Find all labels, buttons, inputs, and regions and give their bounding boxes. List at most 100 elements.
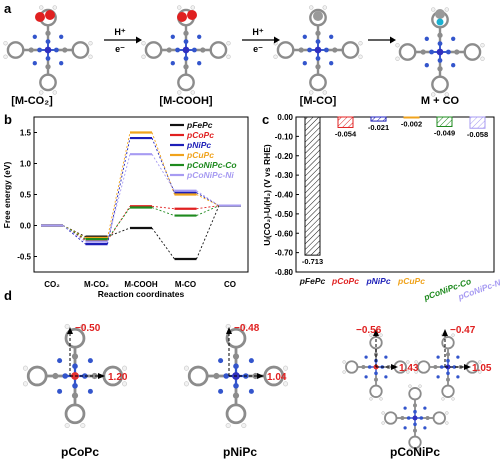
chart-c-bar-value-1: -0.054 bbox=[335, 129, 357, 138]
chart-c-category-1: pCoPc bbox=[331, 276, 359, 286]
chart-b-ytick-label-2: 0.5 bbox=[20, 191, 32, 200]
charge-annotation-nipc-vertical: −0.48 bbox=[234, 323, 260, 334]
chart-b-connector-0-3 bbox=[196, 205, 220, 260]
step-1-electron: e⁻ bbox=[115, 44, 125, 54]
chart-c-bar-value-4: -0.049 bbox=[434, 128, 455, 137]
charge-annotation-copc-horizontal: 1.20 bbox=[108, 372, 128, 383]
chart-b-category-0: CO₂ bbox=[44, 280, 60, 289]
chart-c-ytick-label-1: -0.70 bbox=[275, 249, 294, 258]
chart-b-connector-4-2 bbox=[151, 207, 175, 217]
chart-c-bar-2 bbox=[370, 116, 387, 122]
adsorbate-o-2 bbox=[45, 10, 55, 20]
chart-b-series-0 bbox=[41, 204, 241, 261]
chart-b-connector-1-1 bbox=[107, 206, 131, 241]
step-1-proton: H⁺ bbox=[114, 27, 125, 37]
chart-c-bar-value-5: -0.058 bbox=[467, 130, 488, 139]
step-arrow-1: H⁺ e⁻ bbox=[104, 27, 142, 54]
chart-b-connector-5-0 bbox=[62, 225, 86, 242]
structure-pconipc-link bbox=[381, 384, 449, 452]
charge-annotation-copc-vertical: −0.50 bbox=[75, 323, 101, 334]
charge-annotation-coni-ni-vertical: −0.47 bbox=[450, 325, 476, 336]
charge-annotation-nipc-horizontal: 1.04 bbox=[267, 372, 287, 383]
mechanism-structures bbox=[3, 5, 485, 97]
chart-b-legend-label-2: pNiPc bbox=[186, 140, 211, 150]
released-co bbox=[435, 9, 445, 19]
structure-a-4 bbox=[395, 7, 485, 97]
chart-b-connector-1-2 bbox=[151, 205, 175, 210]
structure-pconipc-ni bbox=[414, 333, 482, 401]
chart-b-ytick-label-4: 1.5 bbox=[20, 129, 32, 138]
charge-annotation-coni-co-horizontal: 1.43 bbox=[399, 363, 419, 374]
chart-b-legend-label-0: pFePc bbox=[186, 120, 213, 130]
chart-c-ytick-label-7: -0.10 bbox=[275, 132, 294, 141]
chart-b-category-2: M-COOH bbox=[124, 280, 158, 289]
panel-label-c: c bbox=[262, 112, 269, 127]
chart-b-category-3: M-CO bbox=[175, 280, 196, 289]
chart-b-x-axis-title: Reaction coordinates bbox=[98, 289, 185, 299]
step-arrow-2: H⁺ e⁻ bbox=[242, 27, 280, 54]
structure-a-3 bbox=[273, 5, 363, 95]
chart-b-connector-5-1 bbox=[107, 154, 131, 242]
chart-b-ytick-label-0: -0.5 bbox=[17, 253, 31, 262]
chart-c-bar-value-3: -0.002 bbox=[401, 119, 422, 128]
chart-b-legend-label-5: pCoNiPc-Ni bbox=[186, 170, 234, 180]
state-label-mco2: [M-CO₂] bbox=[11, 95, 53, 107]
caption-pcopc: pCoPc bbox=[61, 445, 99, 459]
step-2-proton: H⁺ bbox=[252, 27, 263, 37]
chart-c-category-2: pNiPc bbox=[365, 276, 390, 286]
chart-c-category-0: pFePc bbox=[299, 276, 326, 286]
annotation-group-coni: −0.56 1.43 −0.47 1.05 bbox=[356, 325, 492, 374]
chart-b-connector-5-2 bbox=[151, 153, 175, 192]
annotation-group-nipc: −0.48 1.04 bbox=[226, 323, 287, 383]
chart-c-bar-3 bbox=[403, 116, 420, 119]
adsorbate-o-1 bbox=[35, 12, 45, 22]
panel-label-b: b bbox=[4, 112, 12, 127]
chart-b-legend-label-4: pCoNiPc-Co bbox=[186, 160, 237, 170]
chart-b-connector-3-0 bbox=[62, 225, 86, 239]
chart-c-category-3: pCuPc bbox=[397, 276, 425, 286]
chart-b-category-1: M-CO₂ bbox=[84, 280, 109, 289]
free-energy-chart: -0.5 0.0 0.5 1.0 1.5 CO₂ M-CO₂ M-COOH M-CO CO pF… bbox=[2, 116, 249, 299]
chart-c-bar-value-2: -0.021 bbox=[368, 123, 389, 132]
chart-b-connector-3-2 bbox=[151, 132, 175, 195]
chart-b-connector-0-2 bbox=[151, 227, 175, 260]
chart-c-y-ticks: -0.80 -0.70 -0.60 -0.50 -0.40 -0.30 -0.20 -0.10… bbox=[275, 113, 299, 277]
chart-b-frame bbox=[33, 116, 249, 273]
chart-c-ytick-label-8: 0.00 bbox=[277, 113, 293, 122]
chart-b-connector-0-1 bbox=[107, 227, 131, 238]
chart-b-series-4 bbox=[41, 204, 241, 241]
chart-b-connector-3-3 bbox=[196, 194, 220, 207]
chart-b-connector-5-3 bbox=[196, 190, 220, 207]
chart-b-category-4: CO bbox=[224, 280, 236, 289]
limiting-potential-chart: -0.80 -0.70 -0.60 -0.50 -0.40 -0.30 -0.20 -0.10… bbox=[262, 113, 500, 303]
state-label-m-co: M + CO bbox=[421, 95, 460, 107]
panel-label-a: a bbox=[4, 1, 12, 16]
state-label-mco: [M-CO] bbox=[300, 95, 337, 107]
annotation-group-copc: −0.50 1.20 bbox=[67, 323, 128, 383]
chart-c-ytick-label-2: -0.60 bbox=[275, 229, 294, 238]
step-arrow-3 bbox=[368, 36, 396, 44]
chart-c-ytick-label-0: -0.80 bbox=[275, 268, 294, 277]
chart-c-ytick-label-4: -0.40 bbox=[275, 191, 294, 200]
charge-annotation-coni-co-vertical: −0.56 bbox=[356, 325, 382, 336]
chart-c-ytick-label-3: -0.50 bbox=[275, 210, 294, 219]
state-label-mcooh: [M-COOH] bbox=[159, 95, 212, 107]
charge-annotation-coni-ni-horizontal: 1.05 bbox=[472, 363, 492, 374]
chart-b-y-axis-title: Free energy (eV) bbox=[2, 162, 12, 229]
chart-c-bars: -0.713 -0.054 -0.021 -0.002 -0.049 -0.058 bbox=[302, 116, 488, 266]
chart-b-connector-4-1 bbox=[107, 207, 131, 240]
chart-b-connector-0-0 bbox=[62, 225, 86, 238]
chart-c-y-axis-title: Uₗ(CO₂)-Uₗ(H₂) (V vs RHE) bbox=[262, 144, 272, 246]
adsorbate-o-3 bbox=[177, 12, 187, 22]
chart-c-ytick-label-5: -0.30 bbox=[275, 171, 294, 180]
chart-b-connector-4-3 bbox=[196, 205, 220, 216]
adsorbate-o-4 bbox=[187, 10, 197, 20]
chart-b-x-ticks: CO₂ M-CO₂ M-COOH M-CO CO bbox=[44, 280, 236, 289]
chart-b-ytick-label-1: 0.0 bbox=[20, 222, 32, 231]
chart-c-bar-1 bbox=[337, 116, 354, 128]
chart-c-frame bbox=[295, 116, 495, 273]
chart-b-connector-3-1 bbox=[107, 132, 131, 238]
caption-pnipc: pNiPc bbox=[223, 445, 257, 459]
chart-c-bar-4 bbox=[436, 116, 453, 127]
